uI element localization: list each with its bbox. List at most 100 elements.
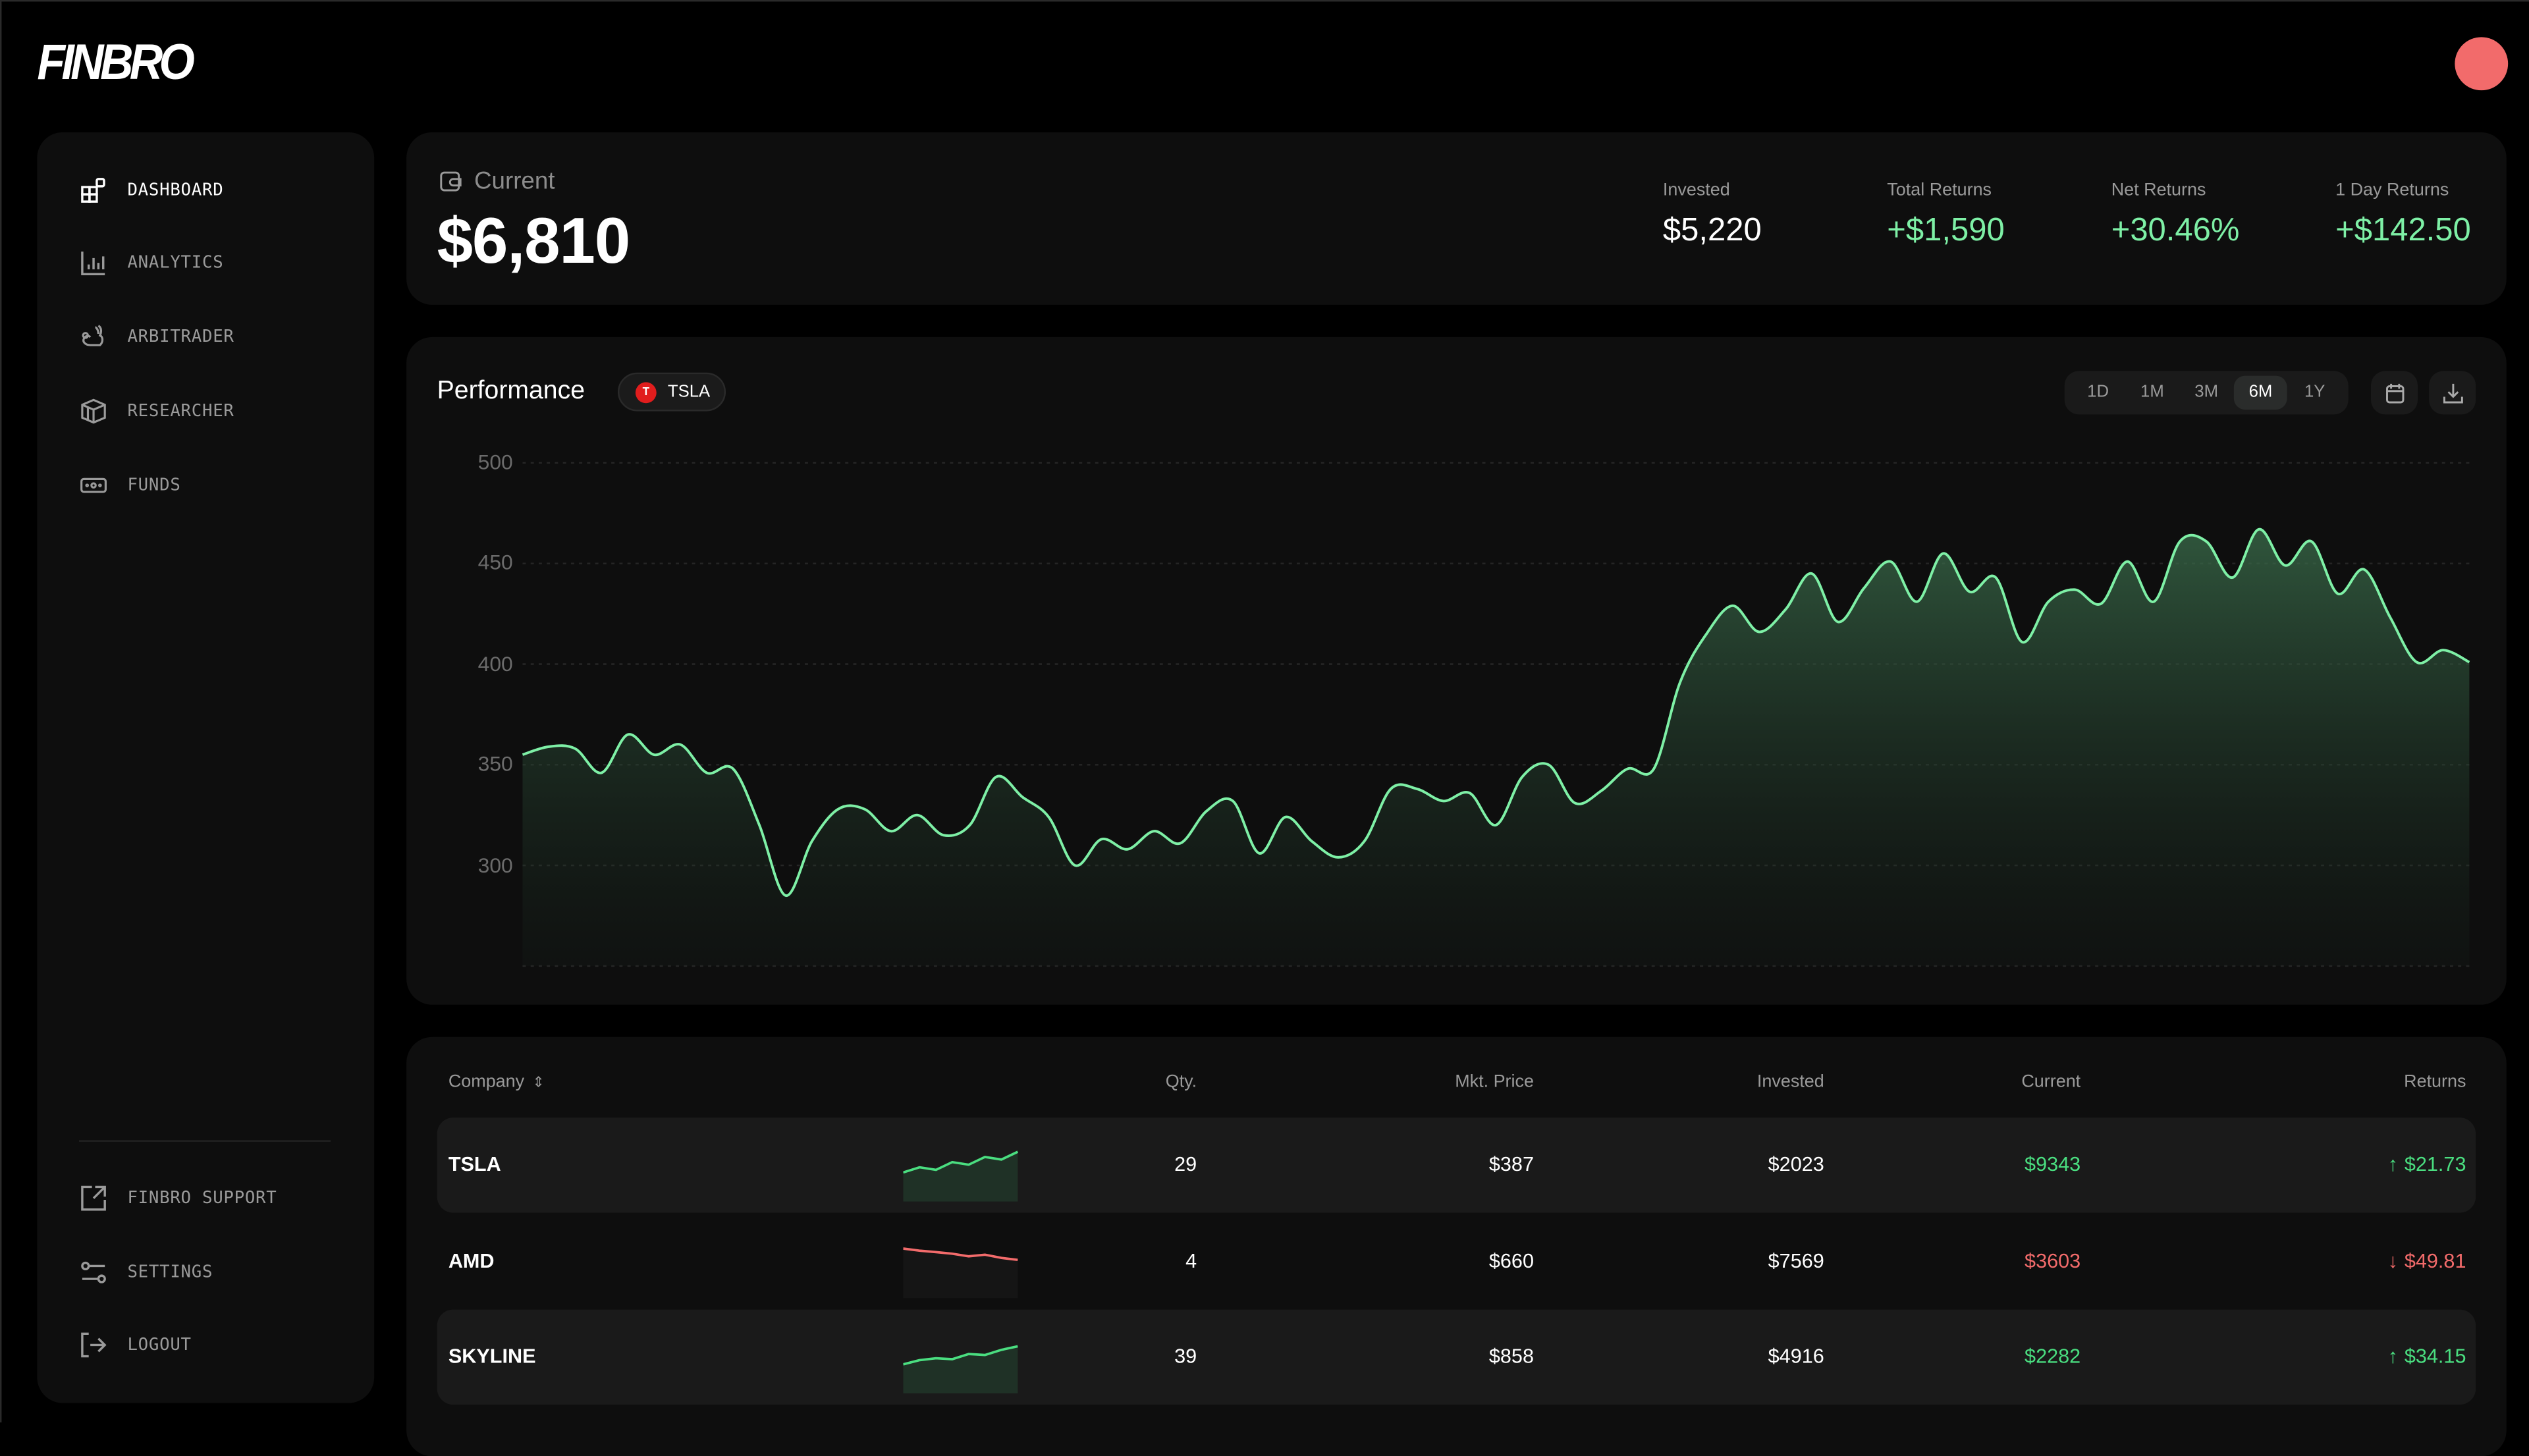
column-header-returns: Returns [2404,1072,2466,1092]
cell-current: $2282 [2025,1345,2081,1368]
sidebar-item-researcher[interactable]: RESEARCHER [79,396,234,425]
sidebar-item-label: SETTINGS [127,1262,213,1282]
returns-value: $49.81 [2404,1249,2466,1272]
sidebar-item-label: DASHBOARD [127,180,224,200]
stat-value: +30.46% [2111,213,2240,249]
column-header-qty: Qty. [1165,1072,1197,1092]
returns-value: $21.73 [2404,1153,2466,1176]
sliders-icon [81,1261,106,1283]
sidebar-item-settings[interactable]: SETTINGS [79,1258,213,1287]
column-header-invested: Invested [1756,1072,1824,1092]
dashboard-icon [81,178,105,203]
sidebar-item-label: ANALYTICS [127,253,224,273]
sidebar-item-analytics[interactable]: ANALYTICS [79,248,223,277]
sparkline [903,1246,1018,1298]
table-row[interactable]: AMD 4 $660 $7569 $3603 ↓ $49.81 [437,1214,2476,1308]
sparkline-line [903,1345,1018,1366]
sparkline [903,1345,1018,1393]
calendar-button[interactable] [2371,371,2418,415]
sparkline-area [903,1346,1018,1393]
y-tick-label: 400 [477,651,513,676]
sidebar-item-dashboard[interactable]: DASHBOARD [79,176,223,205]
cell-qty: 39 [1174,1345,1197,1368]
stat-1-day-returns: 1 Day Returns +$142.50 [2335,180,2471,250]
y-tick-label: 300 [477,852,513,877]
cell-current: $9343 [2025,1153,2081,1176]
sidebar-item-label: RESEARCHER [127,401,234,421]
bar-chart-icon [81,252,105,276]
sidebar-item-label: FINBRO SUPPORT [127,1188,277,1208]
avatar[interactable] [2455,37,2509,91]
stat-label: 1 Day Returns [2335,180,2449,200]
stat-value: $5,220 [1662,213,1762,249]
summary-card: Current $6,810 Invested $5,220 Total Retu… [406,132,2507,305]
rabbit-icon [82,325,104,346]
sparkline-area [903,1247,1018,1298]
chart-area [522,529,2470,966]
download-button[interactable] [2429,371,2476,415]
sparkline-area [903,1152,1018,1202]
sidebar-item-arbitrader[interactable]: ARBITRADER [79,323,234,352]
cell-company: TSLA [448,1153,501,1176]
holdings-table: Company ⇕ Qty. Mkt. Price Invested Curren… [406,1037,2507,1456]
sidebar-item-support[interactable]: FINBRO SUPPORT [79,1184,277,1213]
sidebar-item-funds[interactable]: FUNDS [79,471,181,500]
returns-value: $34.15 [2404,1345,2466,1368]
money-icon [80,477,107,493]
stat-invested: Invested $5,220 [1663,180,1762,250]
cell-returns: ↑ $21.73 [2388,1153,2466,1175]
y-tick-label: 450 [477,551,513,575]
table-row[interactable]: TSLA 29 $387 $2023 $9343 ↑ $21.73 [437,1118,2476,1213]
sidebar-item-label: ARBITRADER [127,327,234,347]
performance-chart [522,462,2470,967]
chart-line [522,527,2470,897]
y-tick-label: 500 [477,450,513,475]
cell-invested: $4916 [1768,1345,1824,1368]
stat-net-returns: Net Returns +30.46% [2111,180,2240,250]
cell-price: $858 [1488,1345,1534,1368]
stat-label: Total Returns [1887,180,1992,200]
timeframe-selector: 1D 1M 3M 6M 1Y [2064,371,2349,415]
timeframe-3m[interactable]: 3M [2194,382,2219,402]
stat-value: +$142.50 [2335,213,2471,249]
tesla-logo-icon: T [635,381,657,403]
timeframe-1d[interactable]: 1D [2087,382,2109,402]
logout-icon [81,1332,107,1358]
cell-company: AMD [448,1249,495,1272]
table-row[interactable]: SKYLINE 39 $858 $4916 $2282 ↑ $34.15 [437,1309,2476,1405]
cell-price: $387 [1488,1153,1534,1176]
performance-title: Performance [437,377,585,405]
arrow-down-icon: ↓ [2387,1249,2399,1272]
sidebar-item-label: FUNDS [127,475,181,495]
performance-card: Performance T TSLA 1D 1M 3M 6M 1Y 500 450… [406,337,2507,1005]
y-tick-label: 350 [477,751,513,776]
sidebar-divider [79,1140,331,1142]
cell-returns: ↑ $34.15 [2388,1345,2466,1367]
sparkline-line [903,1150,1019,1174]
current-value: $6,810 [437,206,630,278]
column-label: Company [448,1072,525,1092]
timeframe-1y[interactable]: 1Y [2304,382,2325,402]
column-header-company[interactable]: Company ⇕ [449,1073,545,1092]
arrow-up-icon: ↑ [2387,1153,2399,1176]
cell-invested: $7569 [1768,1249,1824,1272]
stat-label: Invested [1662,180,1730,200]
stat-total-returns: Total Returns +$1,590 [1887,180,2004,250]
ticker-symbol: TSLA [667,382,711,402]
sparkline [903,1150,1019,1202]
timeframe-6m[interactable]: 6M [2233,375,2288,410]
sidebar-item-label: LOGOUT [127,1335,192,1355]
ticker-pill[interactable]: T TSLA [617,372,726,412]
timeframe-1m[interactable]: 1M [2140,382,2164,402]
column-header-price: Mkt. Price [1455,1072,1534,1092]
column-header-current: Current [2021,1072,2081,1092]
sidebar: DASHBOARD ANALYTICS ARBITRADER RESEARCHE… [37,132,375,1403]
cell-price: $660 [1488,1249,1534,1272]
sidebar-item-logout[interactable]: LOGOUT [79,1330,192,1359]
current-label: Current [474,167,555,196]
cell-returns: ↓ $49.81 [2388,1249,2466,1272]
box-icon [81,398,106,424]
stat-value: +$1,590 [1887,213,2005,249]
stat-label: Net Returns [2111,180,2206,200]
